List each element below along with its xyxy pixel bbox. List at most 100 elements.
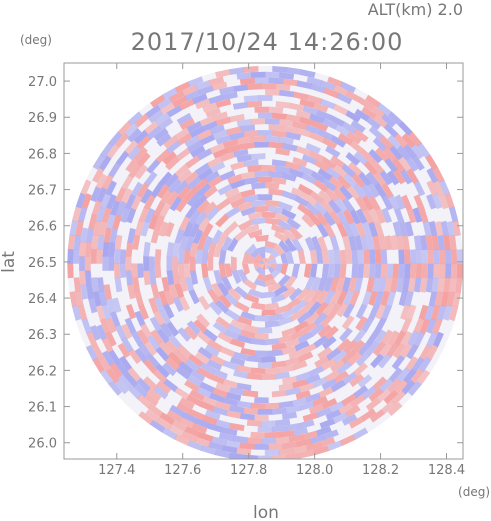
radar-bin: [67, 263, 74, 279]
radar-bin: [222, 397, 238, 407]
radar-bin: [295, 109, 312, 120]
radar-bin: [274, 285, 289, 297]
radar-bin: [127, 128, 142, 143]
radar-bin: [199, 362, 216, 374]
radar-bin: [185, 359, 201, 373]
radar-bin: [265, 71, 280, 78]
radar-bin: [233, 351, 249, 361]
radar-bin: [333, 164, 348, 178]
radar-bin: [261, 309, 276, 316]
radar-bin: [196, 183, 212, 197]
radar-bin: [358, 97, 374, 111]
radar-bin: [215, 401, 231, 411]
radar-bin: [312, 102, 329, 113]
x-axis-label: lon: [253, 503, 279, 521]
radar-bin: [92, 357, 105, 373]
radar-bin: [408, 131, 422, 147]
radar-bin: [134, 310, 146, 327]
radar-bin: [212, 321, 228, 335]
radar-bin: [296, 80, 312, 90]
radar-bin: [374, 263, 382, 279]
radar-bin: [183, 249, 191, 264]
radar-bin: [308, 211, 322, 227]
radar-bin: [177, 344, 192, 359]
radar-bin: [97, 277, 105, 293]
radar-bin: [197, 431, 214, 443]
radar-bin: [212, 129, 228, 140]
radar-bin: [351, 263, 359, 279]
y-tick-label: 26.0: [28, 437, 57, 452]
radar-bin: [299, 382, 315, 393]
radar-bin: [317, 235, 328, 251]
radar-bin: [351, 249, 359, 264]
radar-bin: [247, 255, 256, 264]
radar-bin: [285, 250, 295, 264]
radar-bin: [125, 207, 137, 224]
radar-bin: [184, 170, 199, 185]
radar-bin: [178, 361, 194, 375]
radar-bin: [417, 142, 431, 159]
radar-bin: [187, 374, 203, 387]
radar-bin: [380, 249, 388, 264]
radar-bin: [113, 263, 121, 279]
radar-bin: [455, 277, 463, 293]
radar-bin: [115, 361, 129, 377]
radar-bin: [259, 268, 266, 276]
radar-bin: [152, 369, 167, 384]
radar-bin: [247, 211, 263, 220]
radar-bin: [207, 156, 223, 168]
radar-bin: [432, 180, 444, 196]
radar-bin: [134, 164, 148, 180]
radar-bin: [407, 330, 419, 347]
radar-bin: [398, 249, 405, 264]
radar-bin: [250, 431, 266, 439]
radar-bin: [199, 115, 215, 127]
radar-bin: [138, 207, 150, 223]
radar-bin: [222, 360, 238, 371]
radar-bin: [233, 84, 249, 92]
radar-bin: [240, 142, 255, 150]
radar-bin: [291, 187, 306, 199]
radar-bin: [278, 239, 291, 253]
radar-bin: [90, 248, 97, 264]
radar-bin: [265, 246, 274, 254]
radar-bin: [169, 196, 183, 212]
radar-bin: [315, 249, 324, 264]
radar-bin: [90, 186, 102, 202]
radar-bin: [106, 297, 116, 314]
radar-bin: [174, 387, 190, 400]
radar-bin: [177, 168, 192, 183]
radar-bin: [108, 162, 121, 178]
radar-bin: [297, 203, 312, 217]
radar-bin: [190, 145, 206, 158]
radar-bin: [219, 170, 236, 181]
radar-bin: [387, 330, 400, 346]
radar-bin: [398, 121, 413, 136]
radar-bin: [244, 223, 260, 234]
radar-bin: [410, 368, 424, 384]
radar-bin: [166, 270, 175, 286]
radar-bin: [392, 263, 399, 279]
radar-bin: [265, 135, 280, 143]
radar-bin: [172, 242, 181, 257]
radar-bin: [403, 144, 417, 160]
radar-bin: [75, 192, 86, 209]
radar-bin: [158, 221, 169, 237]
radar-bin: [285, 114, 302, 123]
radar-bin: [84, 256, 91, 271]
radar-bin: [253, 278, 266, 287]
radar-bin: [398, 291, 408, 307]
radar-bin: [368, 125, 384, 140]
radar-bin: [222, 445, 238, 454]
radar-bin: [302, 321, 318, 335]
radar-bin: [245, 243, 257, 255]
radar-bin: [253, 257, 261, 264]
radar-bin: [257, 112, 273, 119]
radar-bin: [154, 214, 165, 231]
radar-bin: [163, 378, 178, 393]
radar-bin: [374, 291, 384, 307]
radar-bin: [298, 165, 314, 176]
radar-bin: [159, 309, 172, 325]
radar-bin: [154, 263, 162, 279]
radar-bin: [272, 112, 287, 120]
